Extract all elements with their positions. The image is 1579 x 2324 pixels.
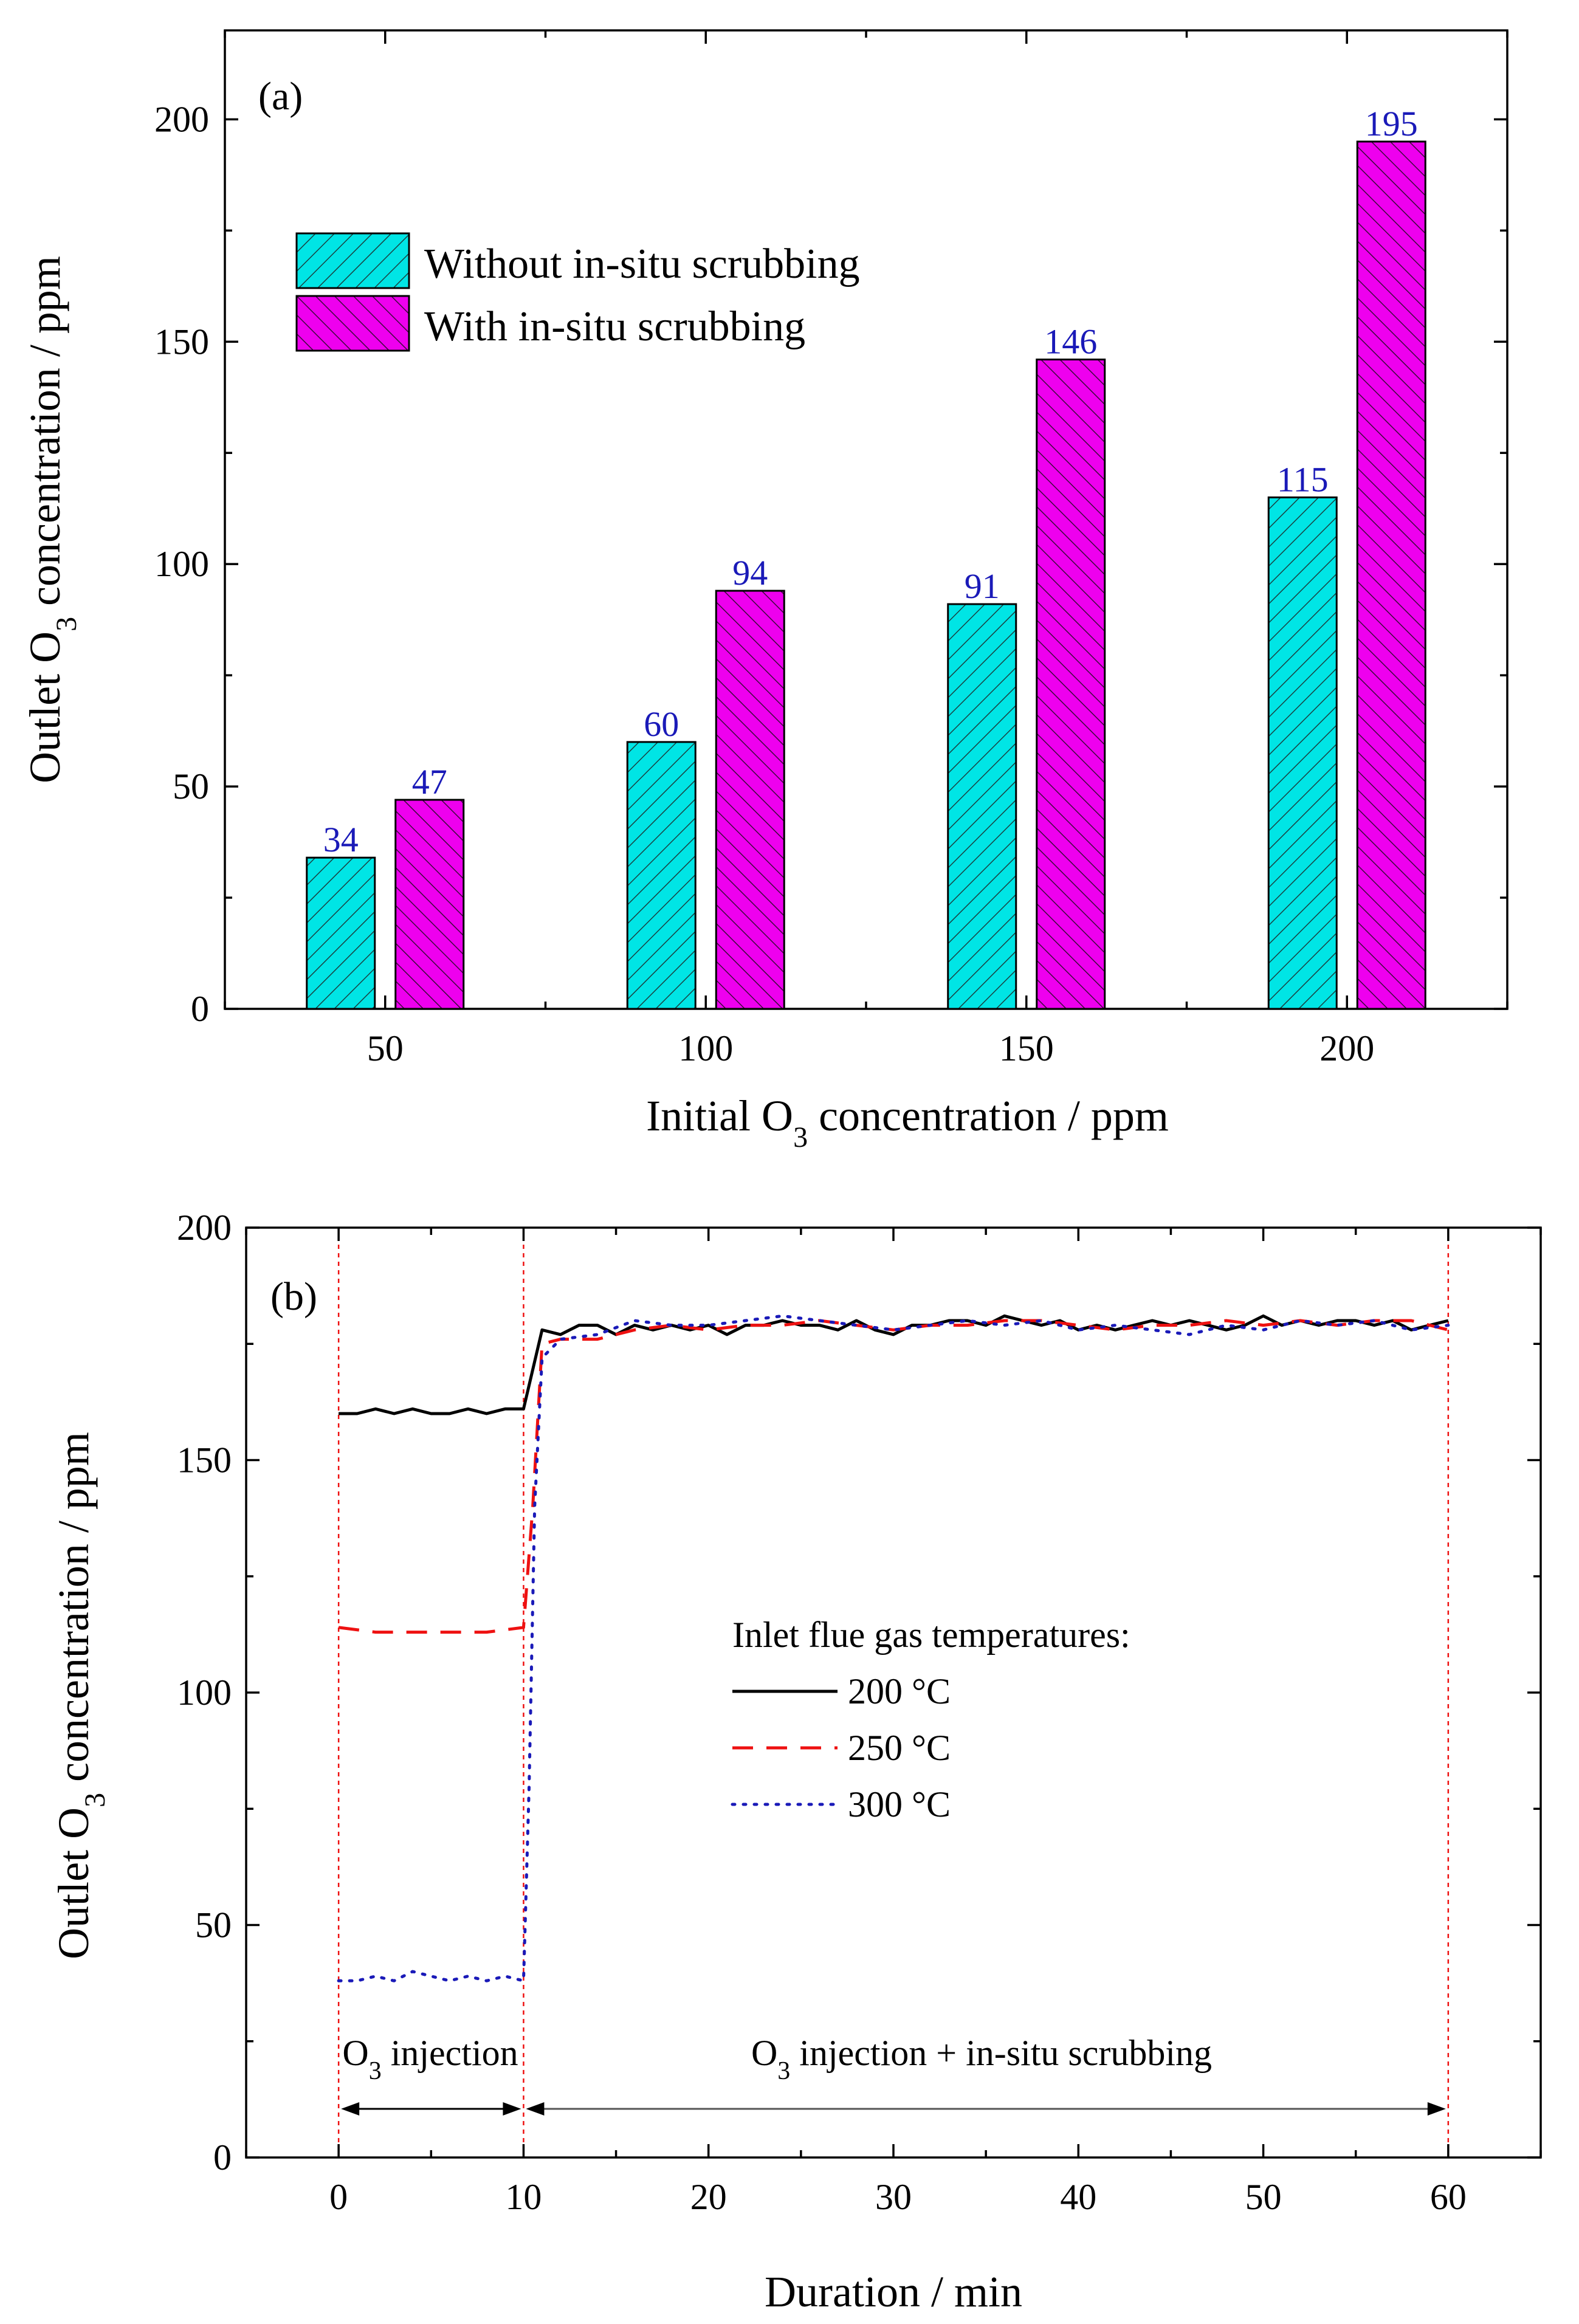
y-tick-label: 0 [213, 2137, 232, 2178]
x-tick-label: 50 [367, 1028, 404, 1068]
x-tick-label: 150 [999, 1028, 1054, 1068]
annotation-arrows [341, 2102, 1446, 2116]
x-tick-label: 40 [1060, 2177, 1096, 2217]
bar [715, 590, 785, 1010]
bar [947, 603, 1017, 1010]
annotation-o3-injection-scrubbing: O3 injection + in-situ scrubbing [751, 2033, 1212, 2085]
annotation-o3-injection: O3 injection [342, 2033, 518, 2085]
panel-b-vertical-guides [337, 1228, 1450, 2157]
panel-b-ylabel: Outlet O3 concentration / ppm [49, 1432, 111, 1959]
bar [394, 799, 465, 1010]
arrow-head-left [526, 2102, 545, 2116]
panel-b-ticks: 0 50 100 150 200 0 10 20 30 40 50 60 [177, 1208, 1542, 2217]
x-tick-label: 100 [678, 1028, 733, 1068]
bar [1267, 496, 1338, 1010]
legend-swatch-with [295, 295, 410, 352]
x-tick-label: 20 [690, 2177, 727, 2217]
series-line [339, 1314, 1449, 1415]
y-tick-label: 150 [154, 321, 209, 362]
legend-label-250: 250 °C [848, 1728, 951, 1768]
panel-a-ylabel: Outlet O3 concentration / ppm [21, 256, 83, 783]
y-tick-label: 100 [177, 1673, 232, 1713]
series-line [338, 1319, 1449, 1634]
y-tick-label: 50 [195, 1905, 232, 1945]
bar-value-label: 91 [965, 566, 1000, 606]
x-tick-label: 30 [875, 2177, 912, 2217]
arrow-head-right [1427, 2102, 1446, 2116]
x-tick-label: 200 [1319, 1028, 1374, 1068]
panel-a-xlabel: Initial O3 concentration / ppm [646, 1092, 1169, 1153]
x-tick-label: 10 [505, 2177, 542, 2217]
legend-label-200: 200 °C [848, 1671, 951, 1711]
bar [1036, 359, 1106, 1010]
panel-a-value-labels: 34 60 91 115 47 94 146 195 [323, 104, 1418, 859]
bar-value-label: 115 [1277, 459, 1329, 499]
x-tick-label: 0 [329, 2177, 348, 2217]
panel-a-bar-chart: 0 50 100 150 200 50 100 150 200 34 60 91 115 47 94 146… [21, 29, 1508, 1153]
panel-a-label: (a) [258, 74, 303, 119]
bar [626, 741, 697, 1010]
legend-label-without: Without in-situ scrubbing [424, 241, 860, 287]
bar [306, 856, 376, 1010]
panel-b-annotations: O3 injection O3 injection + in-situ scru… [341, 2033, 1446, 2116]
panel-b-label: (b) [270, 1274, 317, 1319]
y-tick-label: 200 [154, 99, 209, 139]
bar-value-label: 60 [644, 704, 679, 744]
bar-value-label: 94 [732, 553, 768, 593]
panel-a-ticks: 0 50 100 150 200 50 100 150 200 [154, 30, 1508, 1068]
bar-value-label: 34 [323, 820, 359, 859]
arrow-head-left [341, 2102, 360, 2116]
y-tick-label: 100 [154, 544, 209, 584]
panel-b-line-chart: 0 50 100 150 200 0 10 20 30 40 50 60 (b) Inlet flue… [49, 1208, 1542, 2316]
bar-value-label: 146 [1044, 322, 1097, 362]
y-tick-label: 50 [173, 766, 209, 806]
legend-swatch-without [295, 232, 410, 289]
bar-value-label: 195 [1365, 104, 1418, 143]
panel-b-legend: Inlet flue gas temperatures: 200 °C 250 … [731, 1615, 1130, 1824]
panel-a-bars [306, 140, 1426, 1010]
legend-label-with: With in-situ scrubbing [424, 303, 805, 350]
arrow-head-right [503, 2102, 521, 2116]
series-line [337, 1314, 1450, 1982]
panel-b-series-lines [337, 1314, 1450, 1982]
panel-a-legend: Without in-situ scrubbing With in-situ s… [295, 232, 860, 352]
bar-value-label: 47 [412, 762, 447, 802]
y-tick-label: 0 [191, 989, 209, 1029]
bar [1356, 140, 1426, 1010]
y-tick-label: 150 [177, 1440, 232, 1480]
x-tick-label: 50 [1245, 2177, 1282, 2217]
x-tick-label: 60 [1430, 2177, 1467, 2217]
legend-title: Inlet flue gas temperatures: [732, 1615, 1130, 1655]
y-tick-label: 200 [177, 1208, 232, 1248]
legend-label-300: 300 °C [848, 1784, 951, 1824]
panel-b-xlabel: Duration / min [765, 2267, 1022, 2316]
